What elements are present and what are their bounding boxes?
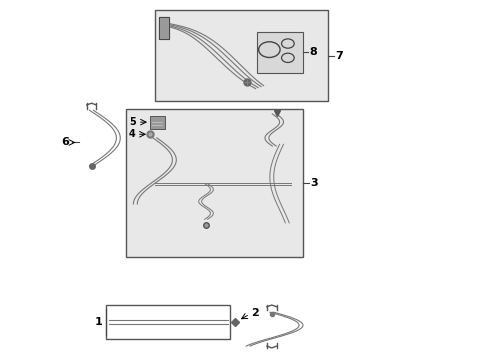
Text: 2: 2 xyxy=(251,308,259,318)
Text: 5: 5 xyxy=(129,117,136,127)
Text: 6: 6 xyxy=(62,138,70,148)
Text: 1: 1 xyxy=(95,317,102,327)
Text: 4: 4 xyxy=(128,129,135,139)
Bar xyxy=(155,10,328,102)
Bar xyxy=(106,305,230,339)
Text: 7: 7 xyxy=(335,51,343,61)
Bar xyxy=(257,32,303,73)
Text: 3: 3 xyxy=(311,178,319,188)
Bar xyxy=(125,109,303,257)
Text: 8: 8 xyxy=(310,47,318,57)
Polygon shape xyxy=(159,18,170,39)
Bar xyxy=(150,116,165,129)
